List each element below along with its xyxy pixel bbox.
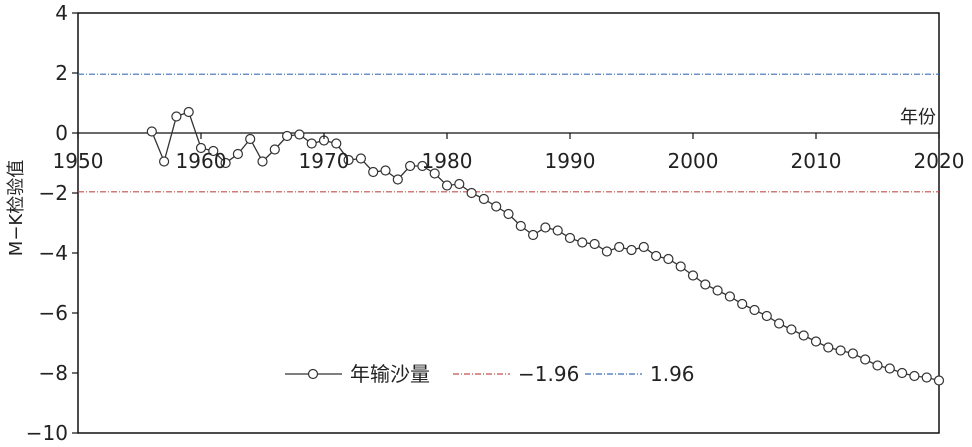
data-point: [933, 375, 945, 386]
data-point: [712, 285, 723, 296]
data-point: [208, 145, 219, 157]
data-point: [823, 342, 834, 353]
y-tick-label: 0: [55, 121, 68, 145]
data-point: [786, 324, 797, 335]
data-point: [429, 168, 440, 179]
data-point: [146, 126, 157, 137]
data-point: [737, 298, 748, 310]
data-point: [577, 237, 588, 248]
data-point: [687, 270, 699, 281]
data-point: [343, 154, 354, 166]
plot-area-border: [77, 12, 940, 434]
x-axis-title: 年份: [900, 107, 936, 128]
data-point: [663, 253, 674, 265]
reference-lines: [78, 73, 939, 193]
data-point: [626, 244, 637, 256]
data-point: [245, 133, 256, 145]
y-tick-label: −8: [39, 361, 68, 385]
y-tick-label: −2: [39, 181, 68, 205]
data-point: [478, 193, 489, 205]
data-point: [761, 310, 772, 322]
x-tick-label: 1960: [176, 149, 227, 173]
data-point: [650, 250, 662, 262]
data-point: [417, 160, 428, 172]
data-point: [171, 111, 182, 122]
data-point: [749, 304, 760, 316]
data-point: [896, 367, 908, 379]
data-point: [675, 261, 686, 272]
x-axis-ticks: 1950 1960 1970 1980 1990 2000 2010 2020: [53, 133, 965, 173]
data-point: [368, 166, 379, 178]
data-point: [921, 372, 932, 383]
legend: 年输沙量 −1.96 1.96: [285, 362, 695, 386]
data-point: [601, 246, 613, 257]
data-point: [589, 238, 600, 250]
data-point: [798, 330, 809, 341]
data-point: [700, 279, 711, 290]
x-tick-label: 1950: [53, 149, 104, 173]
legend-marker-series: [307, 368, 319, 380]
y-tick-label: 4: [55, 1, 68, 25]
data-point: [195, 142, 207, 154]
data-point: [441, 180, 453, 191]
data-point: [355, 153, 366, 164]
series-points-group: [146, 106, 945, 386]
data-point: [724, 291, 736, 302]
data-point: [294, 129, 305, 140]
data-point: [282, 130, 293, 142]
data-point: [872, 360, 883, 371]
data-point: [232, 148, 243, 160]
y-tick-label: −4: [39, 241, 68, 265]
data-point: [392, 174, 403, 185]
x-tick-label: 2010: [791, 149, 842, 173]
x-tick-label: 2000: [668, 149, 719, 173]
legend-label-upper: 1.96: [650, 362, 695, 386]
data-point: [552, 225, 563, 236]
data-point: [810, 336, 822, 347]
legend-label-series: 年输沙量: [350, 362, 430, 386]
data-point: [909, 370, 920, 382]
y-tick-label: −6: [39, 301, 68, 325]
data-point: [380, 165, 391, 176]
data-point: [405, 160, 416, 172]
x-tick-label: 1990: [545, 149, 596, 173]
y-tick-label: 2: [55, 61, 68, 85]
y-tick-label: −10: [26, 421, 68, 445]
data-point: [159, 156, 170, 167]
data-point: [773, 318, 785, 329]
data-point: [847, 348, 859, 359]
x-tick-label: 2020: [914, 149, 965, 173]
data-point: [183, 106, 194, 118]
data-point: [331, 138, 342, 149]
data-point: [540, 222, 551, 233]
x-tick-label: 1980: [422, 149, 473, 173]
data-point: [527, 229, 539, 241]
data-point: [454, 178, 465, 190]
data-point: [306, 138, 317, 149]
data-point: [860, 354, 871, 365]
data-point: [269, 144, 280, 155]
y-axis-title: M−K检验值: [6, 160, 27, 256]
data-point: [515, 220, 526, 232]
data-point: [614, 241, 625, 253]
data-point: [503, 208, 514, 220]
data-point: [884, 363, 895, 374]
data-point: [638, 241, 649, 253]
y-axis-ticks: 4 2 0 −2 −4 −6 −8 −10: [26, 1, 78, 445]
data-point: [491, 201, 502, 212]
data-point: [564, 232, 576, 244]
data-point: [220, 157, 231, 169]
legend-label-lower: −1.96: [518, 362, 579, 386]
data-point: [257, 156, 268, 167]
x-tick-label: 1970: [299, 149, 350, 173]
data-point: [835, 345, 846, 356]
data-point: [466, 187, 477, 199]
